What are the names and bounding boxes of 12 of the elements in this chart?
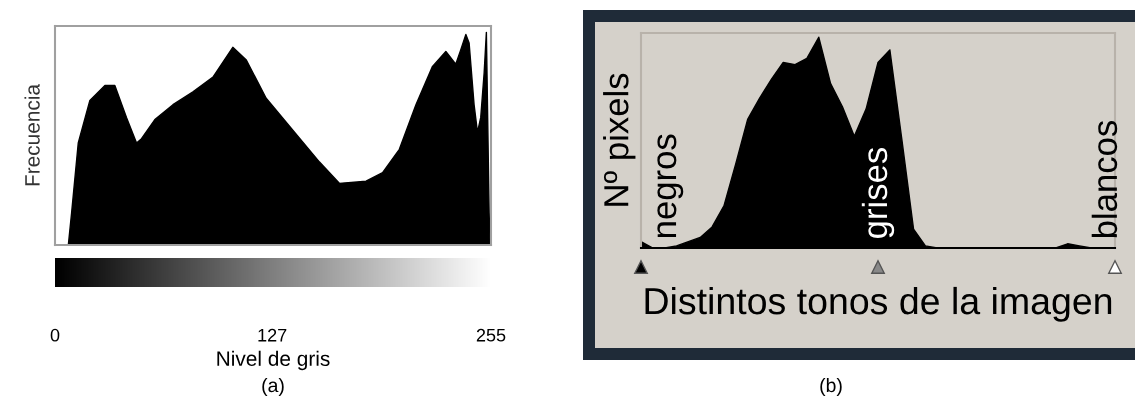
annotation: blancos	[1091, 120, 1118, 238]
x-tick-label: 0	[50, 328, 60, 342]
x-tick-label: 127	[258, 328, 287, 342]
x-axis-title: Distintos tonos de la imagen	[645, 286, 1112, 322]
annotation: grises	[861, 148, 895, 238]
y-axis-title: Frecuencia	[24, 83, 40, 186]
y-axis-title: Nº pixels	[603, 73, 636, 206]
text: (b)	[820, 377, 842, 397]
x-tick-label: 255	[476, 328, 506, 342]
text: (a)	[262, 377, 284, 397]
annotation: negros	[657, 134, 684, 238]
x-axis-title: Nivel de gris	[217, 350, 330, 371]
